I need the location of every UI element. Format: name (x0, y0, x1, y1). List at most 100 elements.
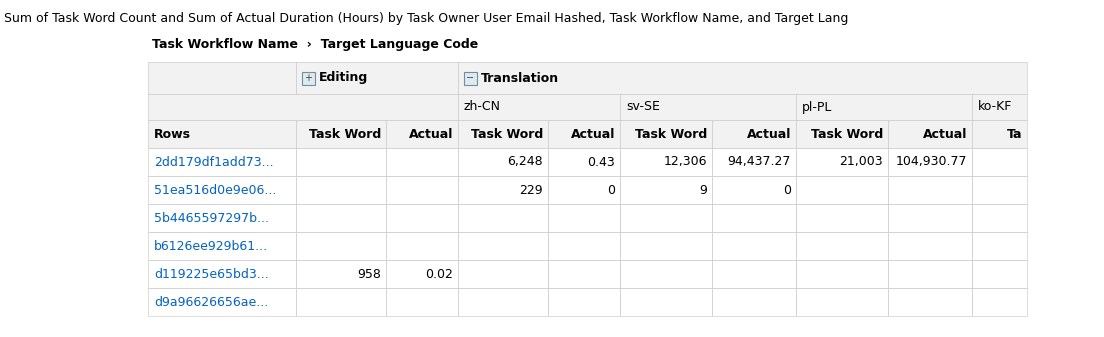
Bar (386, 260, 458, 288)
Bar (888, 288, 972, 316)
Bar (464, 71, 477, 85)
Text: 958: 958 (357, 268, 381, 280)
Text: 0.43: 0.43 (587, 155, 615, 168)
Text: 6,248: 6,248 (508, 155, 543, 168)
Text: 94,437.27: 94,437.27 (728, 155, 790, 168)
Bar (386, 288, 458, 316)
Bar (972, 204, 1027, 232)
Text: 51ea516d0e9e06...: 51ea516d0e9e06... (153, 184, 276, 196)
Text: Ta: Ta (1007, 127, 1022, 141)
Bar (972, 120, 1027, 148)
Bar (148, 62, 296, 94)
Text: Sum of Task Word Count and Sum of Actual Duration (Hours) by Task Owner User Ema: Sum of Task Word Count and Sum of Actual… (4, 12, 848, 25)
Bar (296, 148, 386, 176)
Bar (620, 176, 712, 204)
Text: ko-KF: ko-KF (978, 100, 1012, 114)
Text: d9a96626656ae...: d9a96626656ae... (153, 296, 268, 308)
Bar (458, 94, 620, 120)
Bar (712, 148, 796, 176)
Bar (620, 94, 796, 120)
Bar (796, 94, 972, 120)
Bar (972, 94, 1027, 120)
Bar (458, 62, 1027, 94)
Bar (458, 120, 548, 148)
Bar (796, 148, 888, 176)
Bar (620, 120, 712, 148)
Bar (796, 120, 888, 148)
Bar (620, 232, 712, 260)
Bar (712, 204, 796, 232)
Bar (148, 94, 458, 120)
Text: Actual: Actual (571, 127, 615, 141)
Bar (888, 120, 972, 148)
Text: 229: 229 (519, 184, 543, 196)
Text: −: − (466, 73, 475, 83)
Bar (296, 62, 458, 94)
Bar (386, 120, 458, 148)
Bar (548, 288, 620, 316)
Bar (888, 260, 972, 288)
Bar (296, 204, 386, 232)
Bar (972, 232, 1027, 260)
Text: Actual: Actual (746, 127, 790, 141)
Bar (972, 176, 1027, 204)
Text: Task Word: Task Word (635, 127, 707, 141)
Bar (458, 62, 1027, 94)
Bar (148, 94, 458, 120)
Bar (548, 120, 620, 148)
Text: Rows: Rows (153, 127, 191, 141)
Bar (548, 148, 620, 176)
Text: sv-SE: sv-SE (626, 100, 660, 114)
Bar (712, 176, 796, 204)
Text: Translation: Translation (481, 71, 559, 85)
Bar (796, 232, 888, 260)
Text: Actual: Actual (408, 127, 453, 141)
Text: 12,306: 12,306 (664, 155, 707, 168)
Text: 2dd179df1add73...: 2dd179df1add73... (153, 155, 274, 168)
Bar (458, 288, 548, 316)
Text: +: + (305, 73, 312, 83)
Bar (888, 176, 972, 204)
Bar (620, 288, 712, 316)
Bar (796, 288, 888, 316)
Bar (972, 288, 1027, 316)
Text: pl-PL: pl-PL (802, 100, 832, 114)
Text: 0: 0 (783, 184, 790, 196)
Bar (296, 120, 386, 148)
Bar (712, 260, 796, 288)
Bar (972, 94, 1027, 120)
Bar (796, 176, 888, 204)
Bar (386, 120, 458, 148)
Bar (796, 260, 888, 288)
Text: 0: 0 (607, 184, 615, 196)
Bar (972, 148, 1027, 176)
Bar (148, 120, 296, 148)
Bar (620, 120, 712, 148)
Bar (620, 260, 712, 288)
Bar (548, 204, 620, 232)
Bar (386, 232, 458, 260)
Text: Task Word: Task Word (810, 127, 883, 141)
Bar (458, 232, 548, 260)
Text: 5b4465597297b...: 5b4465597297b... (153, 212, 269, 224)
Bar (296, 260, 386, 288)
Text: b6126ee929b61...: b6126ee929b61... (153, 240, 268, 252)
Bar (386, 176, 458, 204)
Bar (458, 204, 548, 232)
Bar (296, 62, 458, 94)
Bar (148, 260, 296, 288)
Bar (148, 176, 296, 204)
Text: 21,003: 21,003 (839, 155, 883, 168)
Bar (888, 232, 972, 260)
Bar (796, 120, 888, 148)
Bar (148, 62, 296, 94)
Bar (148, 204, 296, 232)
Text: Task Word: Task Word (470, 127, 543, 141)
Bar (458, 260, 548, 288)
Bar (148, 288, 296, 316)
Bar (712, 120, 796, 148)
Bar (620, 204, 712, 232)
Bar (458, 148, 548, 176)
Bar (458, 120, 548, 148)
Text: 9: 9 (699, 184, 707, 196)
